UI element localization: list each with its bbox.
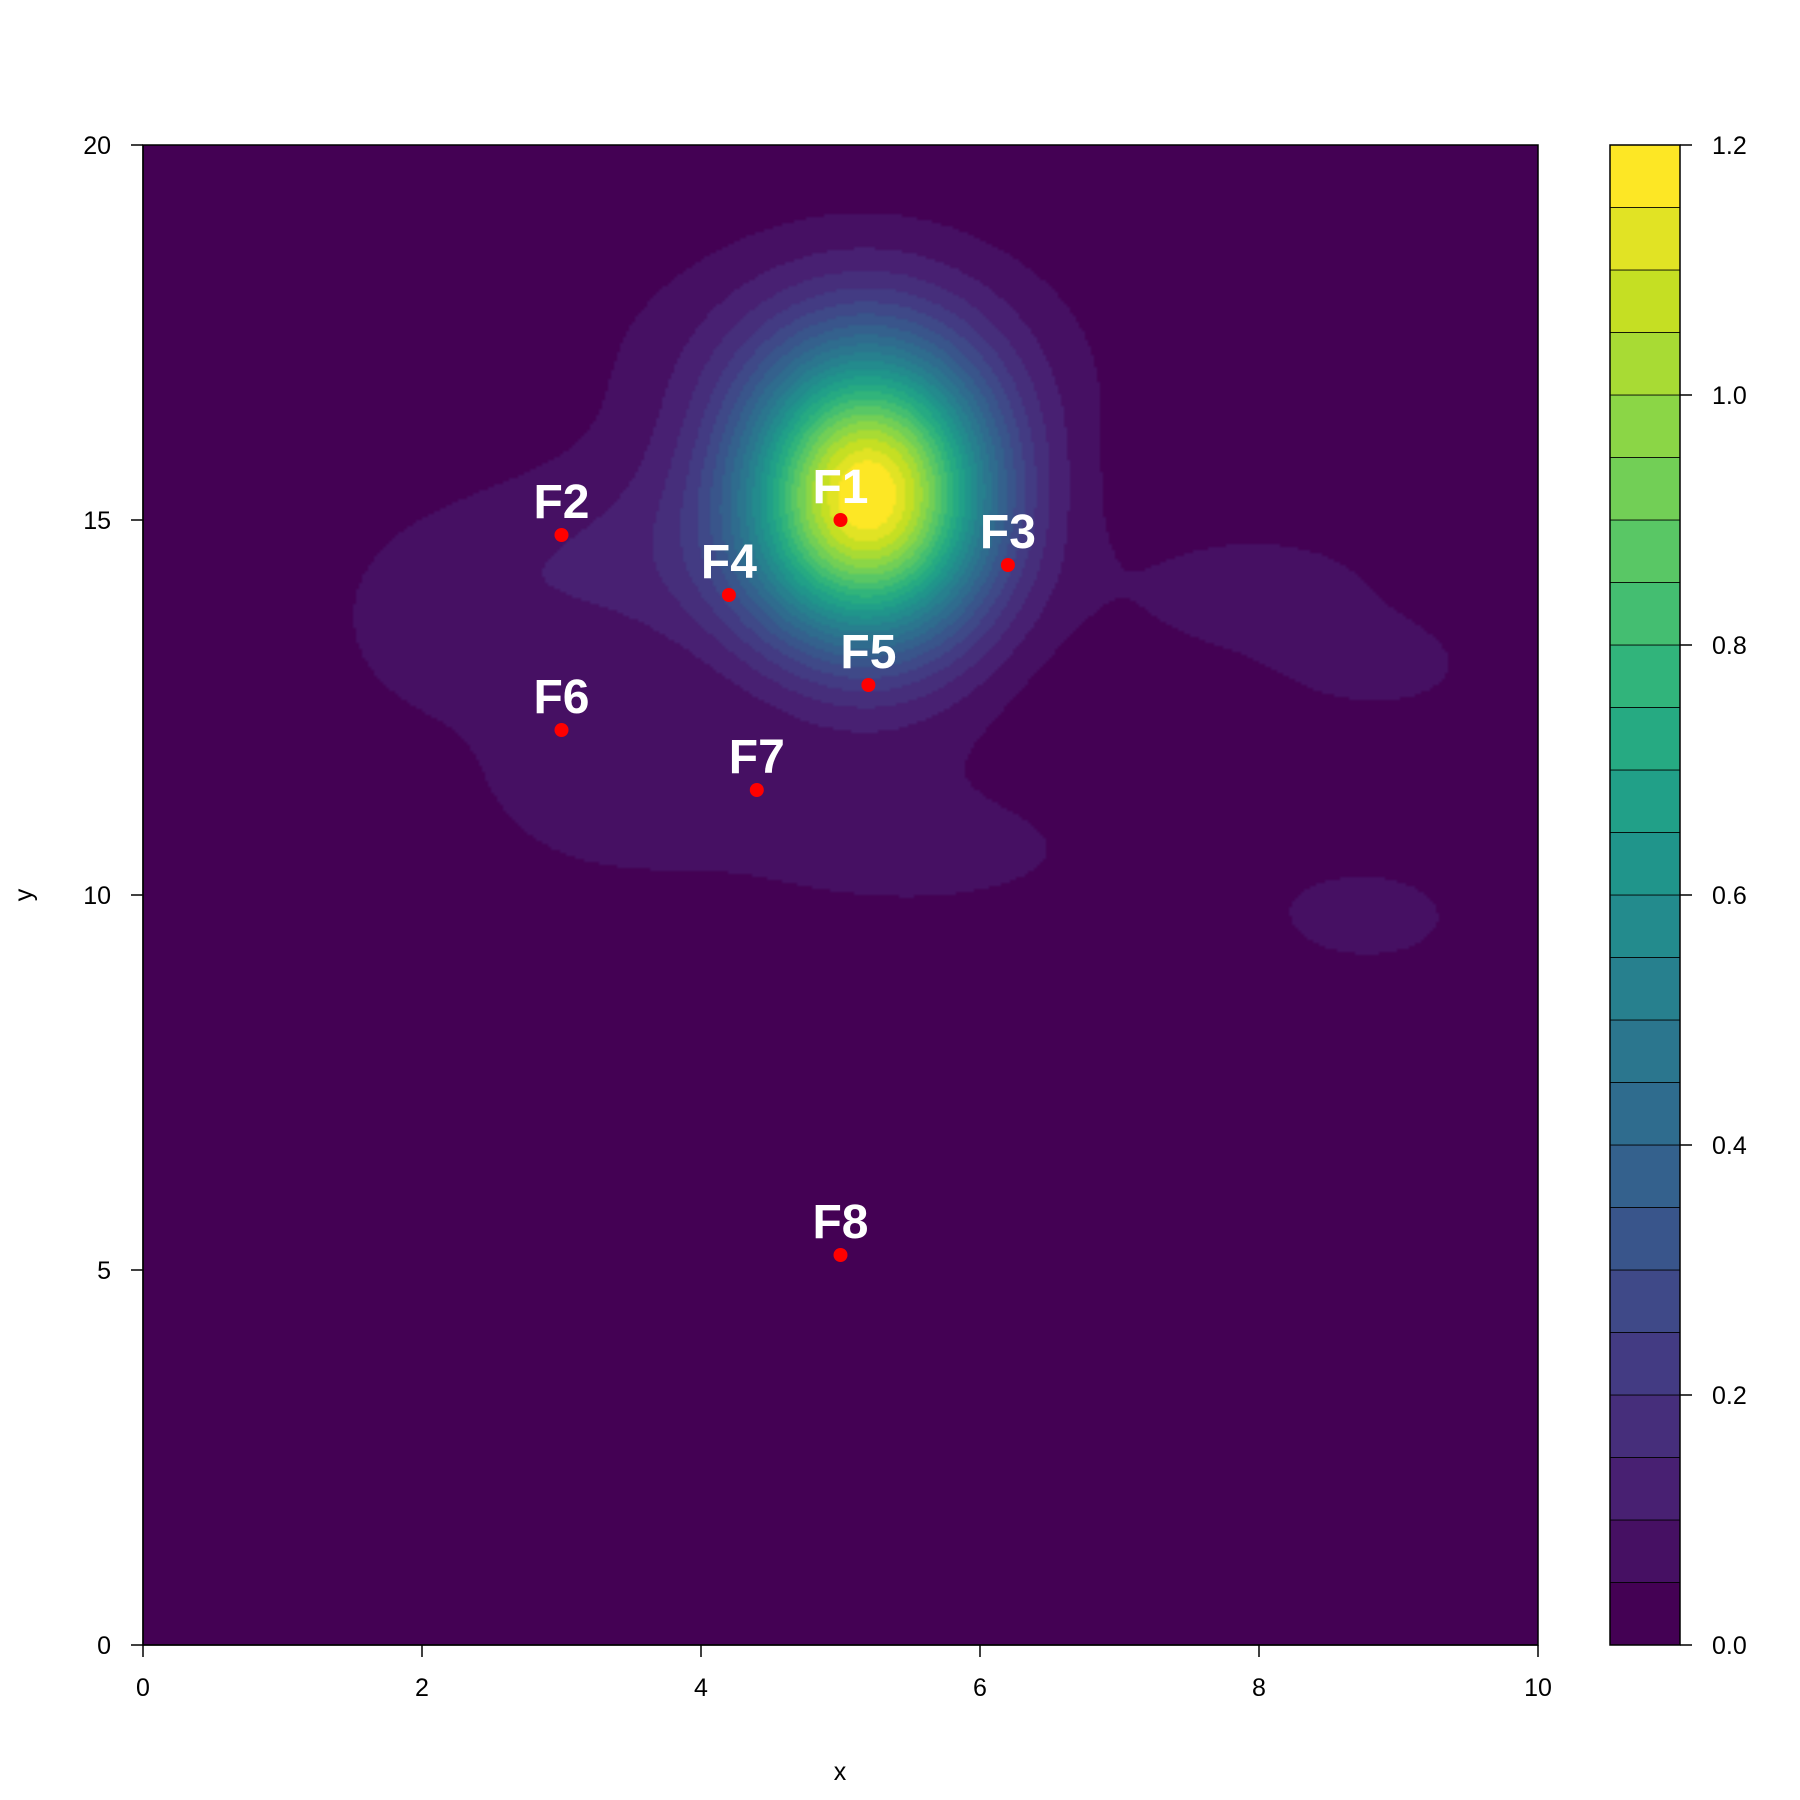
x-tick-label: 2: [415, 1674, 429, 1702]
colorbar-tick-label: 0.4: [1712, 1132, 1747, 1160]
y-axis: 0 5 10 15 20: [83, 132, 144, 1660]
colorbar-band: [1609, 207, 1681, 271]
colorbar-band: [1609, 1082, 1681, 1146]
point-marker: [861, 678, 876, 692]
colorbar-band: [1609, 332, 1681, 396]
colorbar-tick-label: 0.2: [1712, 1382, 1747, 1410]
data-point-f1: F1: [812, 461, 869, 527]
data-point-f3: F3: [980, 506, 1036, 572]
data-point-f7: F7: [729, 731, 785, 797]
colorbar: [1609, 144, 1681, 1646]
y-axis-title: y: [10, 888, 38, 901]
point-marker: [554, 528, 569, 542]
data-point-f2: F2: [533, 476, 590, 542]
colorbar-band: [1609, 457, 1681, 521]
x-tick-label: 8: [1252, 1674, 1266, 1702]
point-label: F7: [729, 731, 785, 784]
x-tick-label: 10: [1524, 1674, 1552, 1702]
y-tick-label: 20: [83, 132, 111, 160]
colorbar-band: [1609, 1394, 1681, 1458]
colorbar-band: [1609, 269, 1681, 333]
colorbar-band: [1609, 1269, 1681, 1333]
point-label: F8: [812, 1196, 868, 1249]
colorbar-band: [1609, 707, 1681, 771]
point-marker: [721, 588, 736, 602]
point-marker: [1000, 558, 1015, 572]
x-tick-label: 0: [136, 1674, 150, 1702]
point-label: F3: [980, 506, 1036, 559]
plot-area: F1 F2 F3 F4 F5 F6 F7 F8: [142, 144, 1539, 1646]
point-label: F4: [701, 536, 757, 589]
colorbar-band: [1609, 1019, 1681, 1083]
point-marker: [833, 513, 848, 527]
colorbar-tick-label: 0.6: [1712, 882, 1747, 910]
colorbar-band: [1609, 1519, 1681, 1583]
colorbar-band: [1609, 144, 1681, 208]
colorbar-band: [1609, 1582, 1681, 1646]
y-tick-label: 5: [97, 1257, 111, 1285]
colorbar-band: [1609, 1332, 1681, 1396]
colorbar-tick-label: 1.2: [1712, 132, 1747, 160]
colorbar-band: [1609, 1144, 1681, 1208]
y-tick-label: 0: [97, 1632, 111, 1660]
points-layer: F1 F2 F3 F4 F5 F6 F7 F8: [533, 461, 1036, 1262]
data-point-f4: F4: [701, 536, 757, 602]
point-marker: [554, 723, 569, 737]
point-label: F5: [840, 626, 896, 679]
point-marker: [749, 783, 764, 797]
colorbar-axis: 0.0 0.2 0.4 0.6 0.8 1.0 1.2: [1680, 132, 1747, 1660]
data-point-f5: F5: [840, 626, 896, 692]
density-contour-fill: [143, 145, 1538, 1645]
y-tick-label: 10: [83, 882, 111, 910]
x-tick-label: 6: [973, 1674, 987, 1702]
point-marker: [833, 1248, 848, 1262]
data-point-f6: F6: [533, 671, 590, 737]
y-tick-label: 15: [83, 507, 111, 535]
data-point-f8: F8: [812, 1196, 869, 1262]
colorbar-band: [1609, 832, 1681, 896]
colorbar-band: [1609, 769, 1681, 833]
colorbar-band: [1609, 894, 1681, 958]
colorbar-tick-label: 0.8: [1712, 632, 1747, 660]
colorbar-band: [1609, 1457, 1681, 1521]
x-axis-title: x: [834, 1758, 847, 1786]
point-label: F1: [812, 461, 868, 514]
colorbar-band: [1609, 1207, 1681, 1271]
colorbar-tick-label: 1.0: [1712, 382, 1747, 410]
colorbar-band: [1609, 644, 1681, 708]
point-label: F2: [533, 476, 589, 529]
colorbar-band: [1609, 519, 1681, 583]
colorbar-band: [1609, 957, 1681, 1021]
x-axis: 0 2 4 6 8 10: [136, 1644, 1552, 1702]
x-tick-label: 4: [694, 1674, 708, 1702]
colorbar-tick-label: 0.0: [1712, 1632, 1747, 1660]
colorbar-band: [1609, 582, 1681, 646]
point-label: F6: [533, 671, 589, 724]
colorbar-band: [1609, 394, 1681, 458]
